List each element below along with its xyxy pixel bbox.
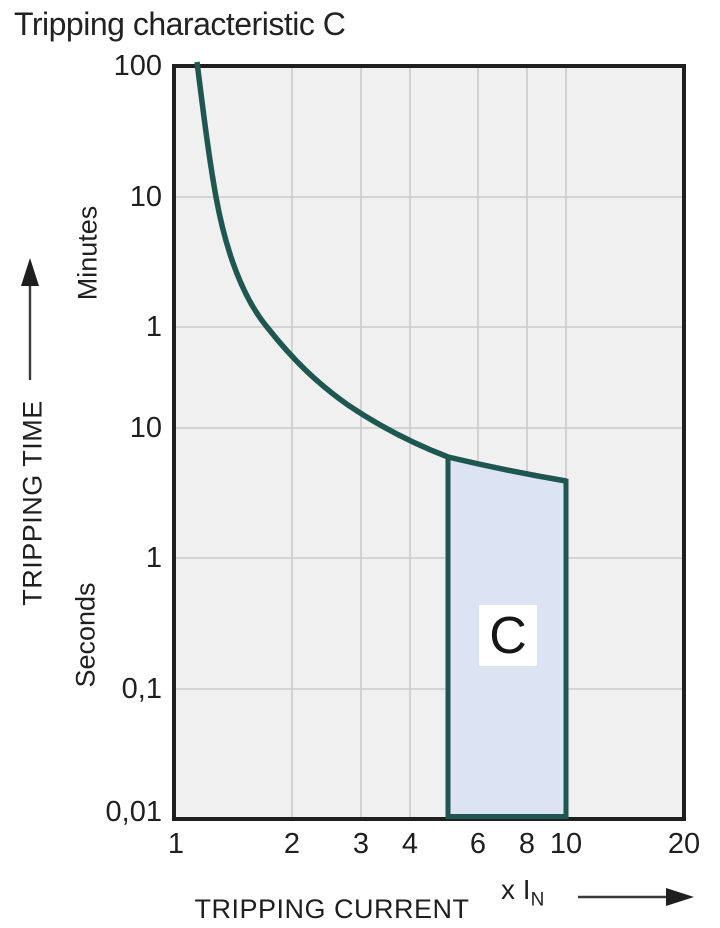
x-tick-6: 6 xyxy=(469,828,487,860)
y-tick-100min: 100 xyxy=(113,50,162,82)
tripping-curve xyxy=(194,61,567,484)
y-tick-10s: 10 xyxy=(129,412,162,444)
y-tick-1min: 1 xyxy=(145,311,162,343)
up-arrow-icon xyxy=(21,258,39,380)
c-label-box xyxy=(479,605,537,666)
x-tick-4: 4 xyxy=(401,828,419,860)
x-axis-title: TRIPPING CURRENT xyxy=(194,894,470,924)
y-axis-title: TRIPPING TIME xyxy=(17,400,48,606)
y-unit-minutes: Minutes xyxy=(72,205,103,301)
x-tick-8: 8 xyxy=(518,828,536,860)
x-axis-multiplier-prefix: x I xyxy=(501,874,531,905)
plot-border xyxy=(172,64,686,821)
gridlines xyxy=(174,66,684,819)
y-tick-10min: 10 xyxy=(129,181,162,213)
right-arrow-icon xyxy=(578,888,694,906)
y-tick-1s: 1 xyxy=(145,542,162,574)
region-label-c: C xyxy=(489,607,527,665)
y-tick-0-01s: 0,01 xyxy=(105,796,162,828)
x-axis-multiplier: x IN xyxy=(501,874,544,912)
x-tick-20: 20 xyxy=(667,828,701,860)
plot-area xyxy=(174,66,684,819)
y-unit-seconds: Seconds xyxy=(70,582,101,688)
x-tick-3: 3 xyxy=(352,828,370,860)
x-tick-1: 1 xyxy=(167,828,185,860)
x-tick-2: 2 xyxy=(283,828,301,860)
page-title: Tripping characteristic C xyxy=(14,6,346,42)
x-tick-10: 10 xyxy=(549,828,583,860)
y-tick-0-1s: 0,1 xyxy=(121,673,162,705)
x-axis-multiplier-subscript: N xyxy=(530,889,545,911)
